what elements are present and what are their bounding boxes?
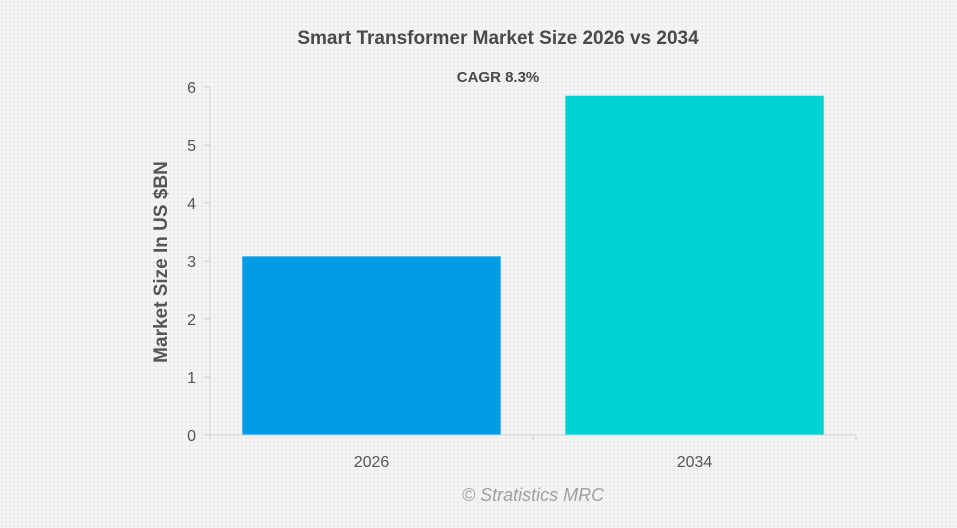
- y-tick-label: 0: [187, 428, 196, 445]
- cagr-annotation: CAGR 8.3%: [457, 69, 540, 86]
- x-axis-ticks: 2026 2034: [209, 435, 857, 471]
- y-tick-label: 2: [187, 312, 196, 329]
- y-tick-label: 3: [187, 254, 196, 271]
- y-tick-label: 4: [187, 196, 196, 213]
- y-tick-label: 5: [187, 138, 196, 155]
- y-tick-label: 1: [187, 370, 196, 387]
- bar-2034: [565, 95, 824, 435]
- watermark: © Stratistics MRC: [462, 485, 605, 505]
- bars: [242, 95, 824, 435]
- y-tick-label: 6: [187, 80, 196, 97]
- x-tick-label: 2034: [677, 454, 713, 471]
- y-axis-ticks: 0 1 2 3 4 5 6: [187, 80, 210, 445]
- chart-title: Smart Transformer Market Size 2026 vs 20…: [297, 28, 699, 49]
- x-tick-label: 2026: [354, 454, 390, 471]
- bar-2026: [242, 256, 501, 435]
- y-axis-label: Market Size In US $BN: [151, 161, 172, 363]
